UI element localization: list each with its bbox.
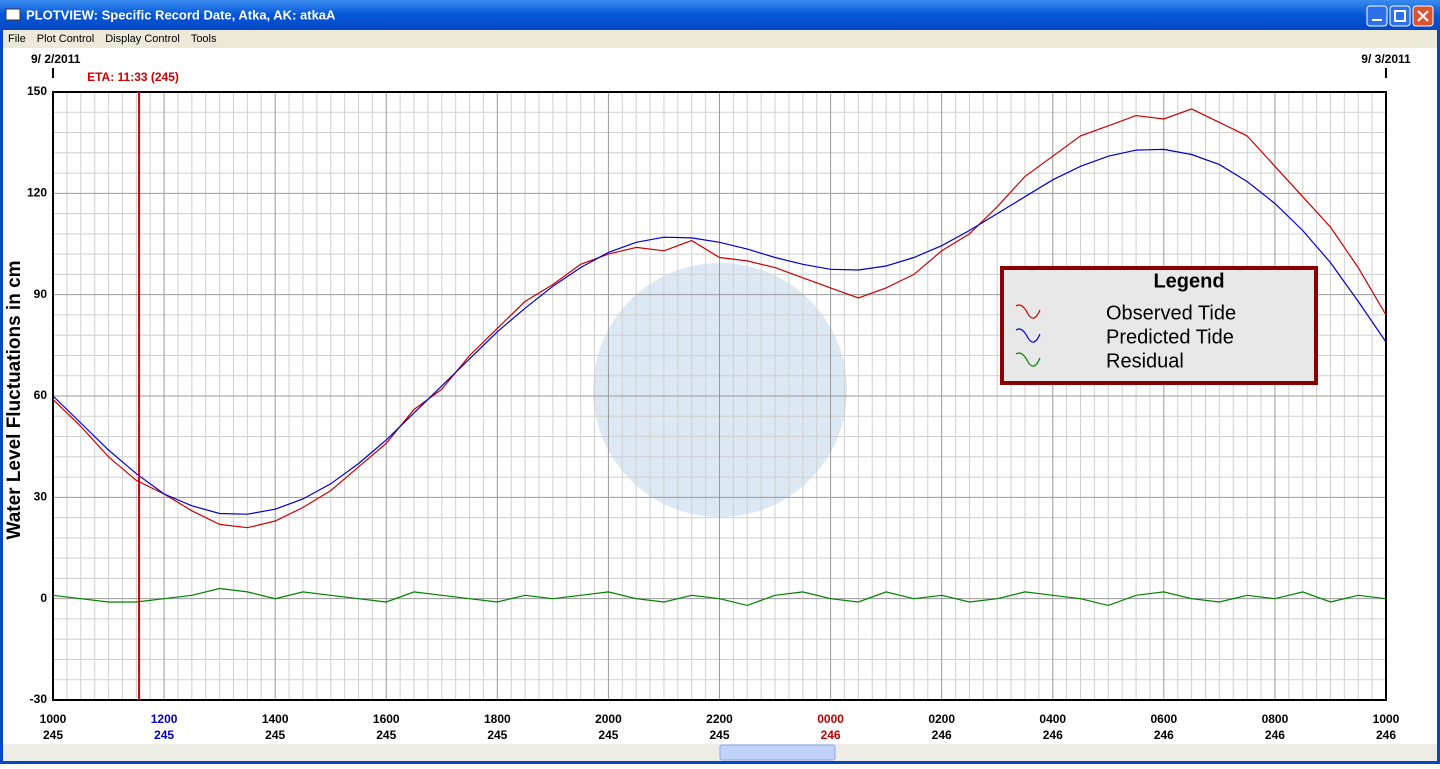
x-tick-label: 1000 (1373, 712, 1400, 726)
scroll-thumb[interactable] (719, 744, 836, 761)
legend-icon (1015, 328, 1041, 343)
x-tick-day: 245 (376, 728, 396, 742)
legend-title: Legend (1153, 270, 1224, 292)
series-line (52, 148, 1387, 515)
window-title: PLOTVIEW: Specific Record Date, Atka, AK… (26, 7, 336, 22)
y-tick-label: -30 (30, 692, 48, 706)
y-tick-label: 60 (34, 388, 48, 402)
legend-label: Observed Tide (1106, 302, 1236, 324)
y-tick-label: 150 (27, 84, 47, 98)
x-tick-label: 0800 (1262, 712, 1289, 726)
window-button-glyphs (1372, 10, 1429, 22)
title-bar (0, 0, 1440, 30)
x-tick-day: 245 (43, 728, 63, 742)
x-tick-day: 245 (265, 728, 285, 742)
legend-box (1000, 266, 1318, 385)
series-line (52, 108, 1387, 529)
x-tick-label: 1400 (262, 712, 289, 726)
x-tick-day: 245 (598, 728, 618, 742)
x-tick-label: 1200 (151, 712, 178, 726)
eta-label: ETA: 11:33 (245) (87, 70, 179, 84)
date-label: 9/ 3/2011 (1361, 52, 1411, 66)
x-tick-label: 1600 (373, 712, 400, 726)
y-tick-label: 90 (34, 287, 48, 301)
menu-item[interactable]: Plot Control (37, 33, 94, 45)
x-tick-label: 0400 (1039, 712, 1066, 726)
x-tick-day: 246 (1154, 728, 1174, 742)
menu-item[interactable]: File (8, 33, 26, 45)
y-tick-label: 120 (27, 186, 47, 200)
x-tick-label: 0200 (928, 712, 955, 726)
menu-item[interactable]: Display Control (105, 33, 180, 45)
x-tick-day: 246 (1043, 728, 1063, 742)
x-tick-label: 0000 (817, 712, 844, 726)
legend-label: Residual (1106, 350, 1184, 372)
legend-label: Predicted Tide (1106, 326, 1234, 348)
maximize-button[interactable] (1389, 5, 1411, 27)
x-tick-day: 246 (1376, 728, 1396, 742)
y-tick-label: 30 (34, 490, 48, 504)
app-icon (5, 8, 21, 21)
x-tick-day: 245 (709, 728, 729, 742)
x-tick-day: 246 (932, 728, 952, 742)
series-line (52, 587, 1387, 607)
x-tick-day: 245 (487, 728, 507, 742)
minimize-button[interactable] (1366, 5, 1388, 27)
y-axis-label: Water Level Fluctuations in cm (4, 260, 25, 539)
date-label: 9/ 2/2011 (31, 52, 81, 66)
x-tick-day: 245 (154, 728, 174, 742)
menu-bar (3, 30, 1437, 48)
menu-item[interactable]: Tools (191, 33, 217, 45)
x-tick-label: 1800 (484, 712, 511, 726)
legend-icon (1015, 352, 1041, 367)
x-tick-label: 0600 (1150, 712, 1177, 726)
x-tick-label: 2000 (595, 712, 622, 726)
x-tick-day: 246 (821, 728, 841, 742)
x-tick-day: 246 (1265, 728, 1285, 742)
y-tick-label: 0 (40, 591, 47, 605)
legend-icon (1015, 304, 1041, 319)
x-tick-label: 1000 (40, 712, 67, 726)
x-tick-label: 2200 (706, 712, 733, 726)
